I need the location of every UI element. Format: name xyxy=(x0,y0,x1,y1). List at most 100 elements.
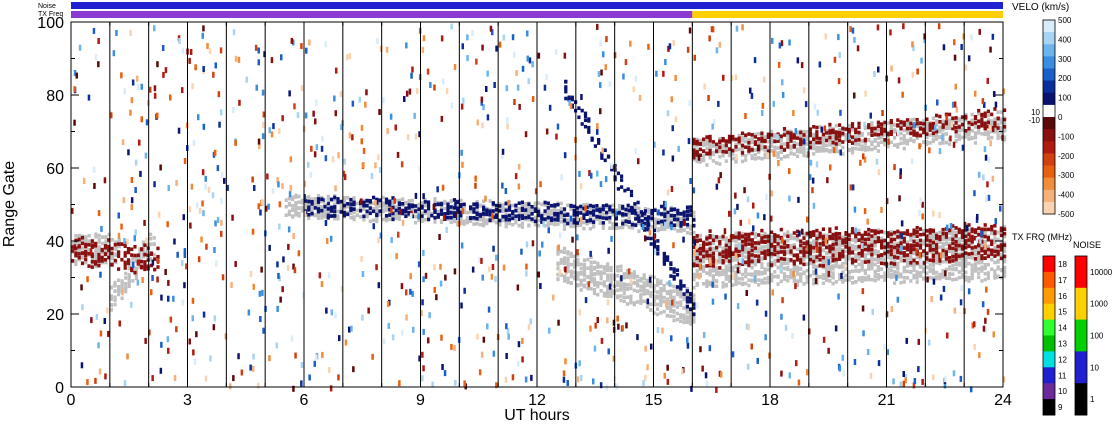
data-cell xyxy=(459,210,463,215)
data-cell xyxy=(970,276,974,281)
data-cell xyxy=(876,230,880,234)
data-cell xyxy=(838,141,842,145)
data-cell xyxy=(702,245,706,250)
data-cell xyxy=(779,148,783,153)
data-cell xyxy=(808,133,812,138)
data-cell xyxy=(124,289,128,294)
data-cell xyxy=(501,209,505,214)
data-cell xyxy=(564,85,568,89)
data-cell xyxy=(381,195,385,200)
data-cell xyxy=(902,120,906,125)
data-cell xyxy=(359,204,363,208)
data-cell xyxy=(579,283,583,287)
data-cell xyxy=(805,134,809,138)
data-cell xyxy=(596,317,599,323)
data-cell xyxy=(831,266,835,271)
data-cell xyxy=(602,267,606,271)
data-cell xyxy=(889,272,893,277)
data-cell xyxy=(642,284,646,288)
data-cell xyxy=(896,271,900,275)
data-cell xyxy=(912,126,916,131)
data-cell xyxy=(792,245,796,250)
data-cell xyxy=(799,145,803,150)
data-cell xyxy=(659,299,663,304)
data-cell xyxy=(928,122,932,126)
data-cell xyxy=(996,110,1000,114)
data-cell xyxy=(931,276,935,280)
data-cell xyxy=(821,240,825,245)
data-cell xyxy=(880,239,884,243)
data-cell xyxy=(993,224,997,228)
data-cell xyxy=(533,207,537,211)
data-cell xyxy=(773,147,777,152)
data-cell xyxy=(647,222,651,226)
data-cell xyxy=(339,202,343,206)
data-cell xyxy=(666,215,670,219)
data-cell xyxy=(524,202,528,206)
data-cell xyxy=(647,207,651,212)
data-cell xyxy=(909,121,913,126)
data-cell xyxy=(857,138,861,142)
data-cell xyxy=(711,278,715,283)
data-cell xyxy=(624,213,628,217)
data-cell xyxy=(899,259,903,263)
data-cell xyxy=(1003,234,1007,239)
data-cell xyxy=(766,134,770,139)
data-cell xyxy=(918,256,923,260)
data-cell xyxy=(876,254,880,258)
data-cell xyxy=(527,215,531,220)
data-cell xyxy=(449,216,453,220)
data-cell xyxy=(867,227,871,232)
data-cell xyxy=(310,197,314,202)
data-cell xyxy=(606,268,610,273)
data-cell xyxy=(401,202,405,206)
data-cell xyxy=(896,261,900,266)
data-cell xyxy=(636,300,640,304)
data-cell xyxy=(388,203,392,207)
data-cell xyxy=(750,154,754,158)
data-cell xyxy=(572,220,576,225)
data-cell xyxy=(482,205,486,210)
data-cell xyxy=(316,194,321,198)
data-cell xyxy=(582,272,587,276)
data-cell xyxy=(633,202,637,206)
data-cell xyxy=(104,235,108,239)
data-cell xyxy=(592,218,596,222)
data-cell xyxy=(993,129,997,134)
data-cell xyxy=(753,140,757,144)
data-cell xyxy=(750,133,754,137)
data-cell xyxy=(133,270,137,275)
data-cell xyxy=(721,258,725,263)
data-cell xyxy=(744,250,748,255)
data-cell xyxy=(808,273,812,278)
data-cell xyxy=(993,107,997,111)
data-cell xyxy=(420,201,424,205)
data-cell xyxy=(818,234,822,239)
data-cell xyxy=(834,130,838,134)
data-cell xyxy=(983,121,987,126)
data-cell xyxy=(711,140,715,144)
data-cell xyxy=(909,261,913,265)
data-cell xyxy=(731,258,735,263)
data-cell xyxy=(983,249,987,254)
data-cell xyxy=(143,267,147,272)
data-cell xyxy=(999,243,1003,247)
data-cell xyxy=(582,206,586,211)
data-cell xyxy=(970,269,974,273)
data-cell xyxy=(860,144,864,148)
data-cell xyxy=(941,227,945,232)
data-cell xyxy=(909,131,913,136)
data-cell xyxy=(870,277,874,282)
data-cell xyxy=(133,245,137,249)
data-cell xyxy=(459,204,463,208)
data-cell xyxy=(375,213,379,218)
data-cell xyxy=(886,121,890,125)
data-cell xyxy=(655,294,660,299)
data-cell xyxy=(805,137,809,141)
data-cell xyxy=(899,126,903,131)
data-cell xyxy=(563,259,567,264)
data-cell xyxy=(585,219,589,223)
data-cell xyxy=(986,276,990,281)
data-cell xyxy=(436,213,440,217)
data-cell xyxy=(372,218,376,222)
